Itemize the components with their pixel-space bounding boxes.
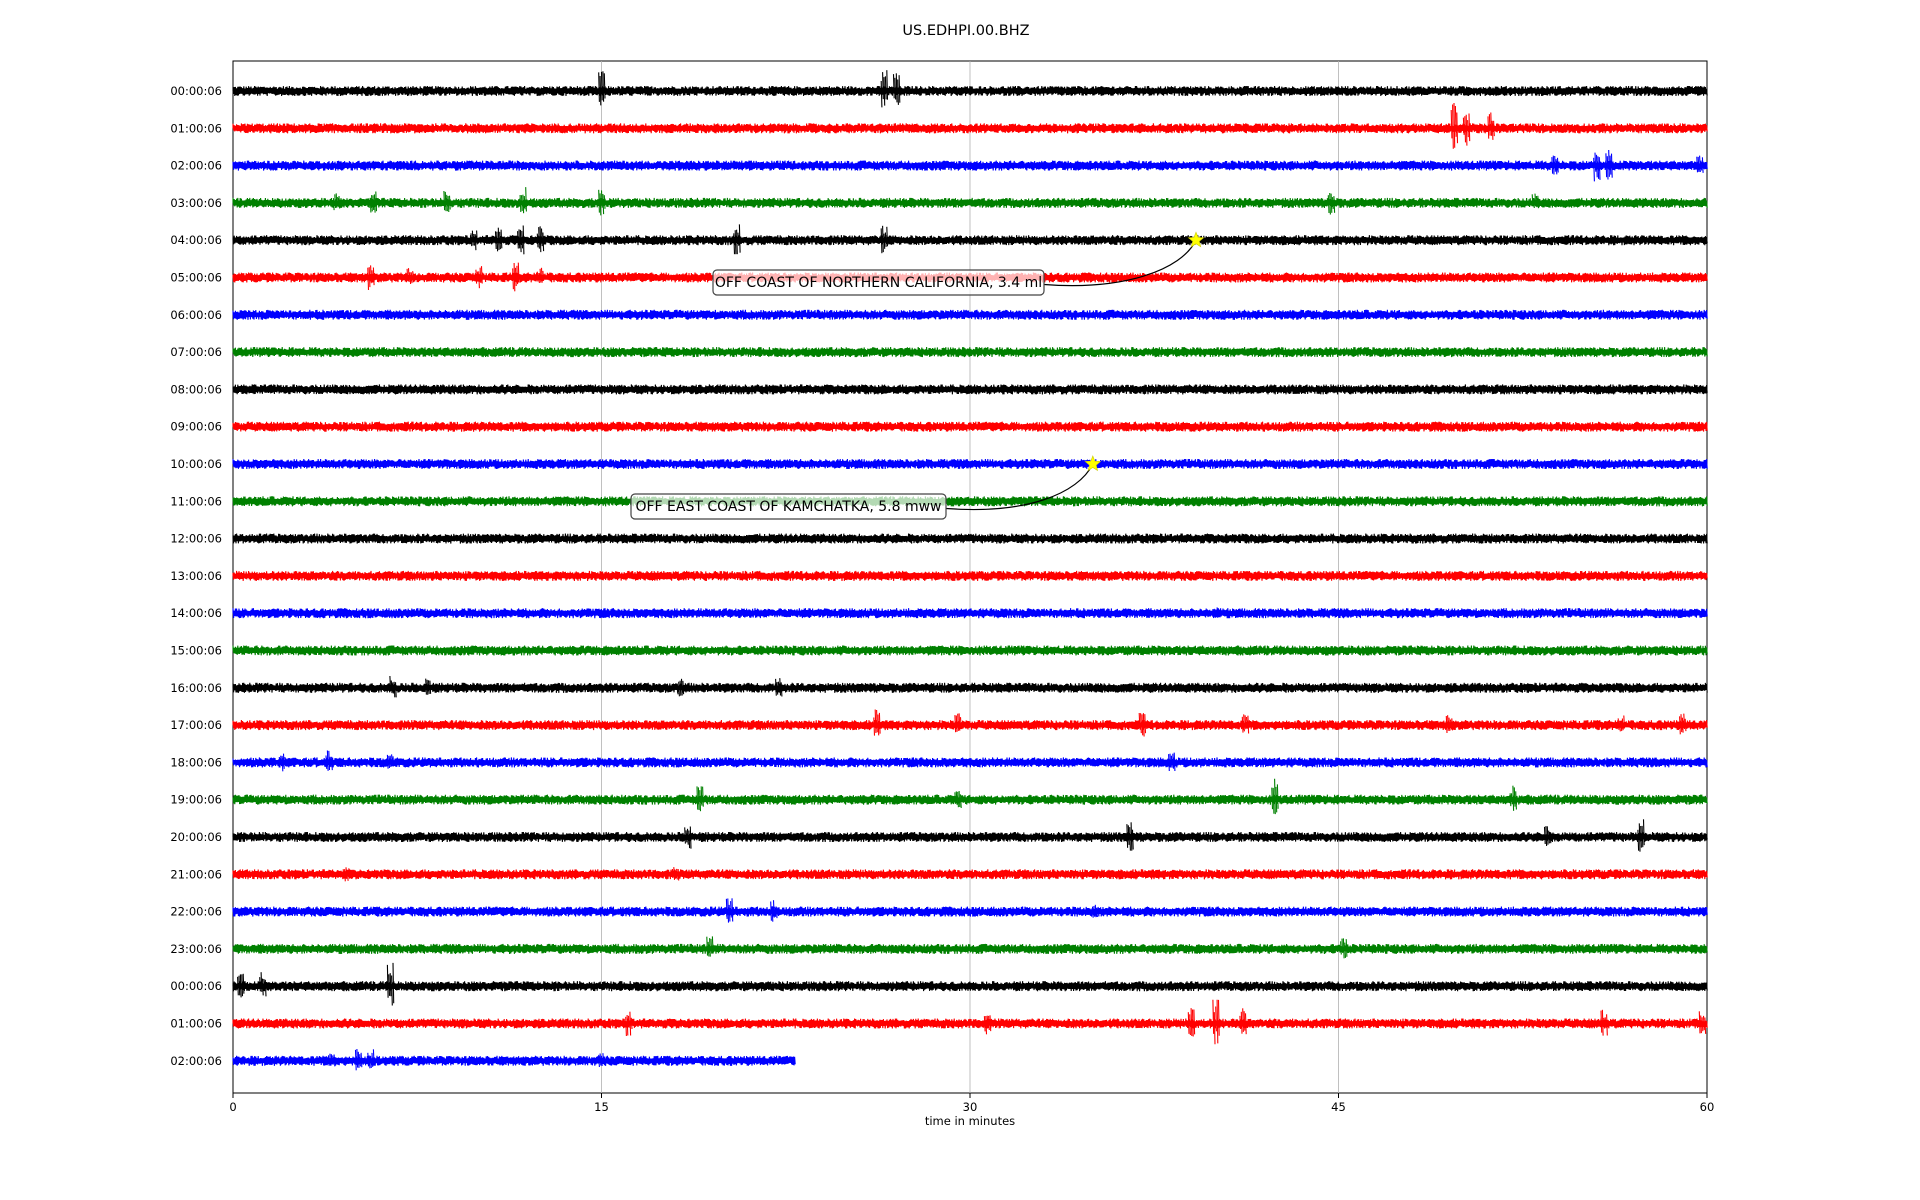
trace-row-18 — [232, 750, 1708, 772]
event-star-marker-0 — [1187, 231, 1205, 248]
row-label-11: 11:00:06 — [170, 494, 222, 508]
trace-row-23 — [232, 936, 1708, 959]
annotation-text-0: OFF COAST OF NORTHERN CALIFORNIA, 3.4 ml — [715, 275, 1042, 291]
event-star-marker-1 — [1084, 455, 1102, 472]
row-label-10: 10:00:06 — [170, 457, 222, 471]
trace-row-6 — [232, 309, 1708, 320]
row-label-14: 14:00:06 — [170, 606, 222, 620]
x-tick-label-30: 30 — [963, 1100, 978, 1114]
row-label-18: 18:00:06 — [170, 755, 222, 769]
trace-row-12 — [232, 533, 1708, 544]
row-label-1: 01:00:06 — [170, 121, 222, 135]
trace-row-16 — [232, 675, 1708, 698]
row-label-2: 02:00:06 — [170, 159, 222, 173]
row-label-21: 21:00:06 — [170, 867, 222, 881]
trace-row-11 — [232, 496, 1708, 507]
row-label-19: 19:00:06 — [170, 793, 222, 807]
row-label-23: 23:00:06 — [170, 942, 222, 956]
row-label-5: 05:00:06 — [170, 271, 222, 285]
trace-row-8 — [232, 384, 1708, 395]
row-label-4: 04:00:06 — [170, 233, 222, 247]
row-label-9: 09:00:06 — [170, 420, 222, 434]
chart-title: US.EDHPI.00.BHZ — [902, 23, 1029, 39]
row-label-24: 00:00:06 — [170, 979, 222, 993]
trace-row-24 — [232, 962, 1708, 1006]
trace-row-4 — [232, 224, 1708, 255]
trace-row-19 — [232, 778, 1708, 815]
row-label-3: 03:00:06 — [170, 196, 222, 210]
annotation-box-0 — [712, 269, 1045, 296]
trace-row-14 — [232, 607, 1708, 619]
row-label-20: 20:00:06 — [170, 830, 222, 844]
trace-row-2 — [232, 149, 1708, 182]
event-annotations: OFF COAST OF NORTHERN CALIFORNIA, 3.4 ml… — [630, 231, 1205, 520]
annotation-box-1 — [630, 493, 947, 520]
row-labels: 00:00:06 01:00:06 02:00:06 03:00:06 04:00:06… — [170, 84, 222, 1068]
row-label-16: 16:00:06 — [170, 681, 222, 695]
x-tick-label-60: 60 — [1700, 1100, 1715, 1114]
trace-row-22 — [232, 898, 1708, 923]
row-label-6: 06:00:06 — [170, 308, 222, 322]
x-tick-label-45: 45 — [1331, 1100, 1346, 1114]
trace-row-26 — [232, 1048, 796, 1071]
annotation-connector-1 — [945, 463, 1094, 511]
row-label-17: 17:00:06 — [170, 718, 222, 732]
trace-row-15 — [232, 645, 1708, 656]
trace-row-0 — [232, 70, 1708, 108]
trace-layer — [232, 70, 1708, 1071]
trace-row-1 — [232, 102, 1708, 149]
trace-row-17 — [232, 709, 1708, 737]
x-tick-label-0: 0 — [229, 1100, 236, 1114]
trace-row-9 — [232, 421, 1708, 432]
row-label-8: 08:00:06 — [170, 382, 222, 396]
row-label-22: 22:00:06 — [170, 905, 222, 919]
trace-row-13 — [232, 570, 1708, 581]
row-label-12: 12:00:06 — [170, 532, 222, 546]
annotation-text-1: OFF EAST COAST OF KAMCHATKA, 5.8 mww — [635, 499, 941, 515]
row-label-0: 00:00:06 — [170, 84, 222, 98]
annotation-connector-0 — [1043, 239, 1197, 287]
row-label-26: 02:00:06 — [170, 1054, 222, 1068]
row-label-7: 07:00:06 — [170, 345, 222, 359]
trace-row-3 — [232, 187, 1708, 216]
row-label-15: 15:00:06 — [170, 644, 222, 658]
x-tick-label-15: 15 — [594, 1100, 609, 1114]
trace-row-20 — [232, 819, 1708, 852]
x-axis-label: time in minutes — [925, 1114, 1015, 1128]
trace-row-10 — [232, 458, 1708, 470]
trace-row-7 — [232, 347, 1708, 358]
row-label-25: 01:00:06 — [170, 1017, 222, 1031]
x-axis-ticks: 0 15 30 45 60 — [229, 1093, 1714, 1114]
row-label-13: 13:00:06 — [170, 569, 222, 583]
trace-row-25 — [232, 999, 1708, 1045]
trace-row-21 — [232, 867, 1708, 882]
